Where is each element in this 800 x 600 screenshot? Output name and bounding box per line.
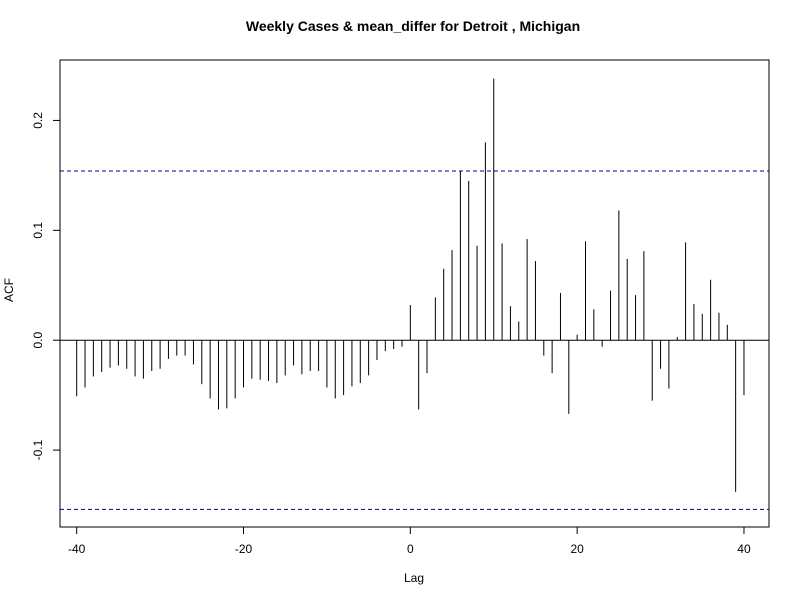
x-axis-label: Lag (404, 571, 424, 585)
chart-title: Weekly Cases & mean_differ for Detroit ,… (246, 18, 580, 34)
x-axis: -40 -20 0 20 40 (68, 526, 751, 556)
x-tick-label: 20 (570, 542, 584, 556)
x-tick-label: 40 (737, 542, 751, 556)
plot-frame (59, 59, 770, 528)
y-tick-label: 0.0 (31, 332, 45, 349)
x-tick-label: -20 (235, 542, 253, 556)
x-tick-label: -40 (68, 542, 86, 556)
y-tick-label: -0.1 (31, 439, 45, 460)
y-tick-label: 0.2 (31, 112, 45, 129)
plot-area (60, 78, 769, 510)
y-axis: -0.1 0.0 0.1 0.2 (31, 112, 61, 460)
y-axis-label: ACF (2, 278, 16, 302)
x-tick-label: 0 (407, 542, 414, 556)
y-tick-label: 0.1 (31, 222, 45, 239)
